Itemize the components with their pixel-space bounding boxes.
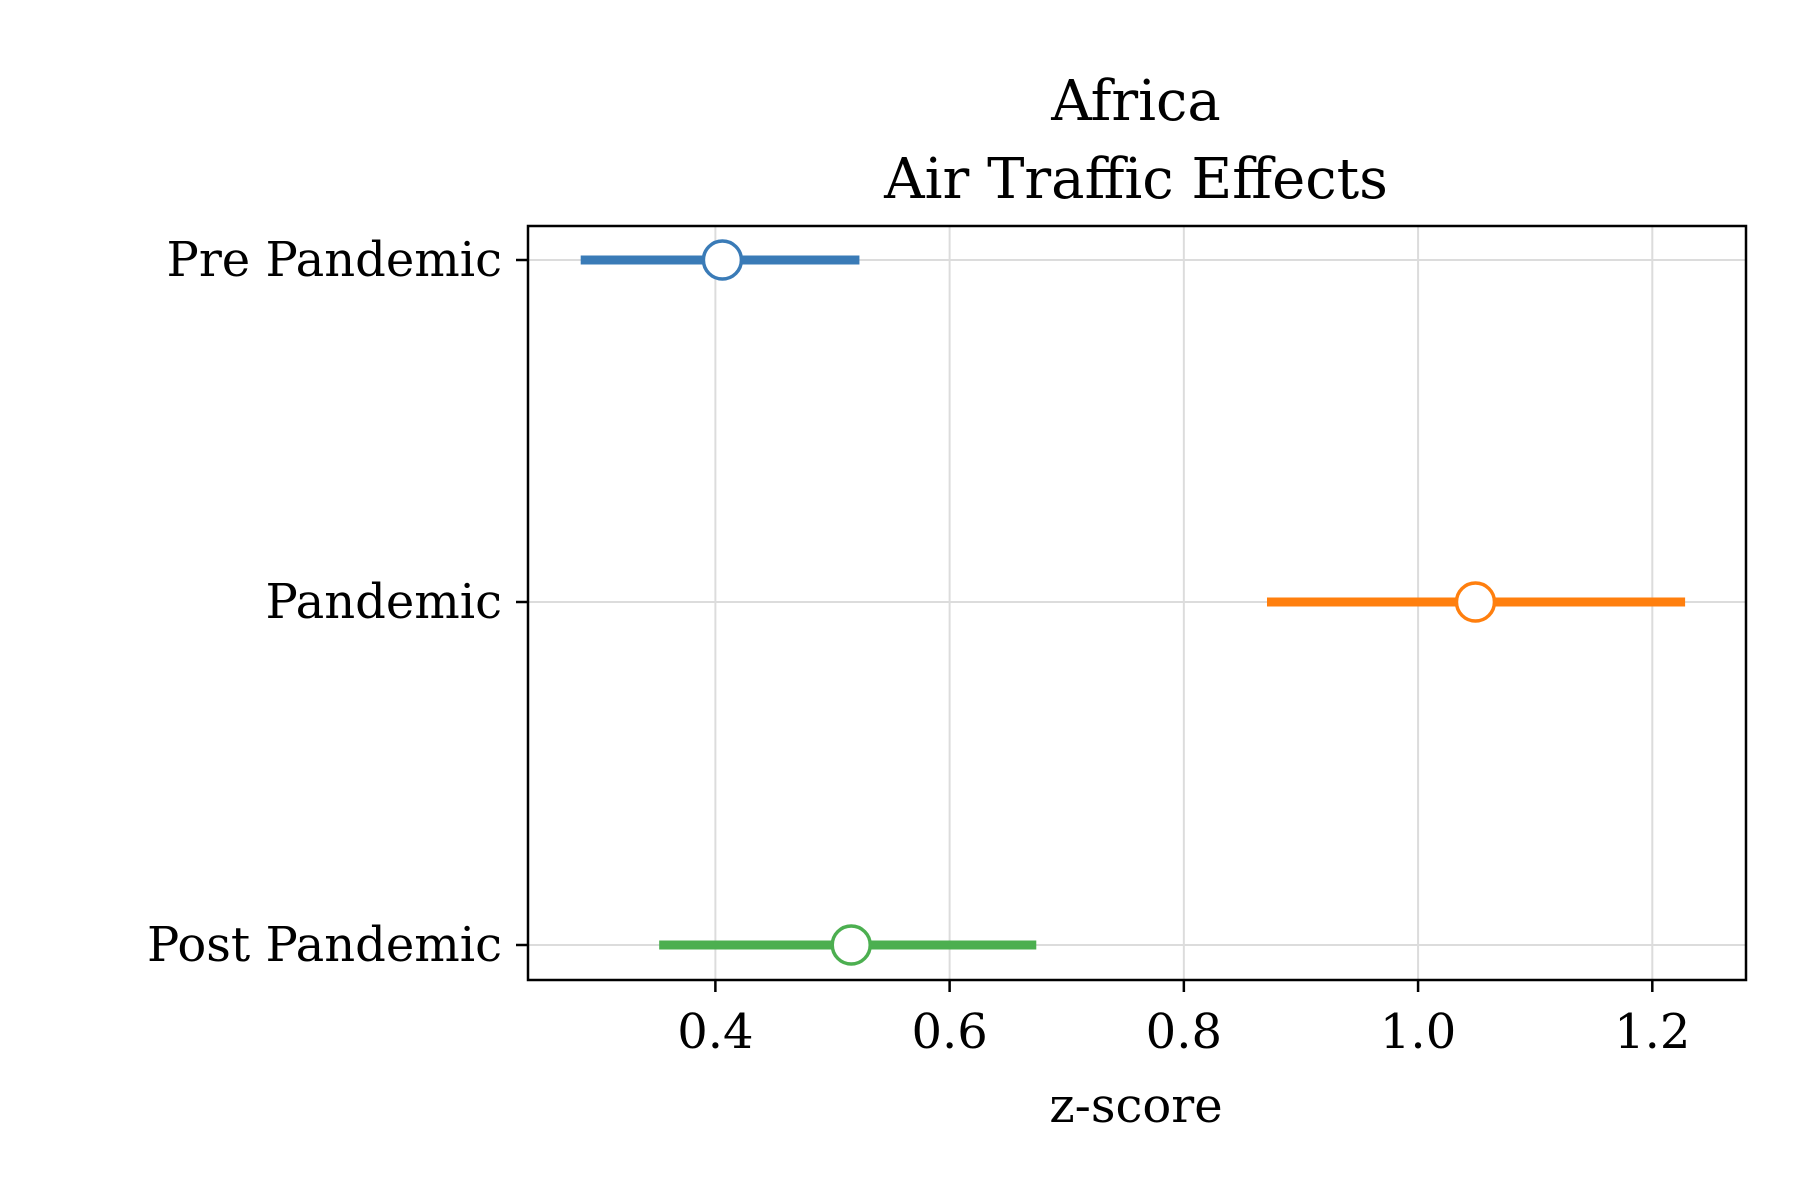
estimate-marker-pre-pandemic xyxy=(701,239,744,281)
y-tick-label-0: Pre Pandemic xyxy=(167,232,502,288)
x-tick-label-0: 0.4 xyxy=(677,1004,753,1060)
y-tick-label-1: Pandemic xyxy=(265,574,502,630)
x-tick-label-2: 0.8 xyxy=(1146,1004,1222,1060)
chart-title-line-2: Air Traffic Effects xyxy=(883,147,1388,212)
estimate-marker-pandemic xyxy=(1454,581,1497,623)
estimate-marker-post-pandemic xyxy=(830,924,872,966)
x-axis-label: z-score xyxy=(1049,1078,1222,1134)
chart-title-line-1: Africa xyxy=(1050,69,1221,134)
x-tick-label-3: 1.0 xyxy=(1380,1004,1456,1060)
x-tick-label-4: 1.2 xyxy=(1614,1004,1690,1060)
x-tick-label-1: 0.6 xyxy=(911,1004,987,1060)
plot-area xyxy=(580,239,1686,966)
axes: 0.4 0.6 0.8 1.0 1.2 Pre Pandemic Pandemic Post … xyxy=(147,224,1748,1060)
y-tick-label-2: Post Pandemic xyxy=(147,917,502,973)
